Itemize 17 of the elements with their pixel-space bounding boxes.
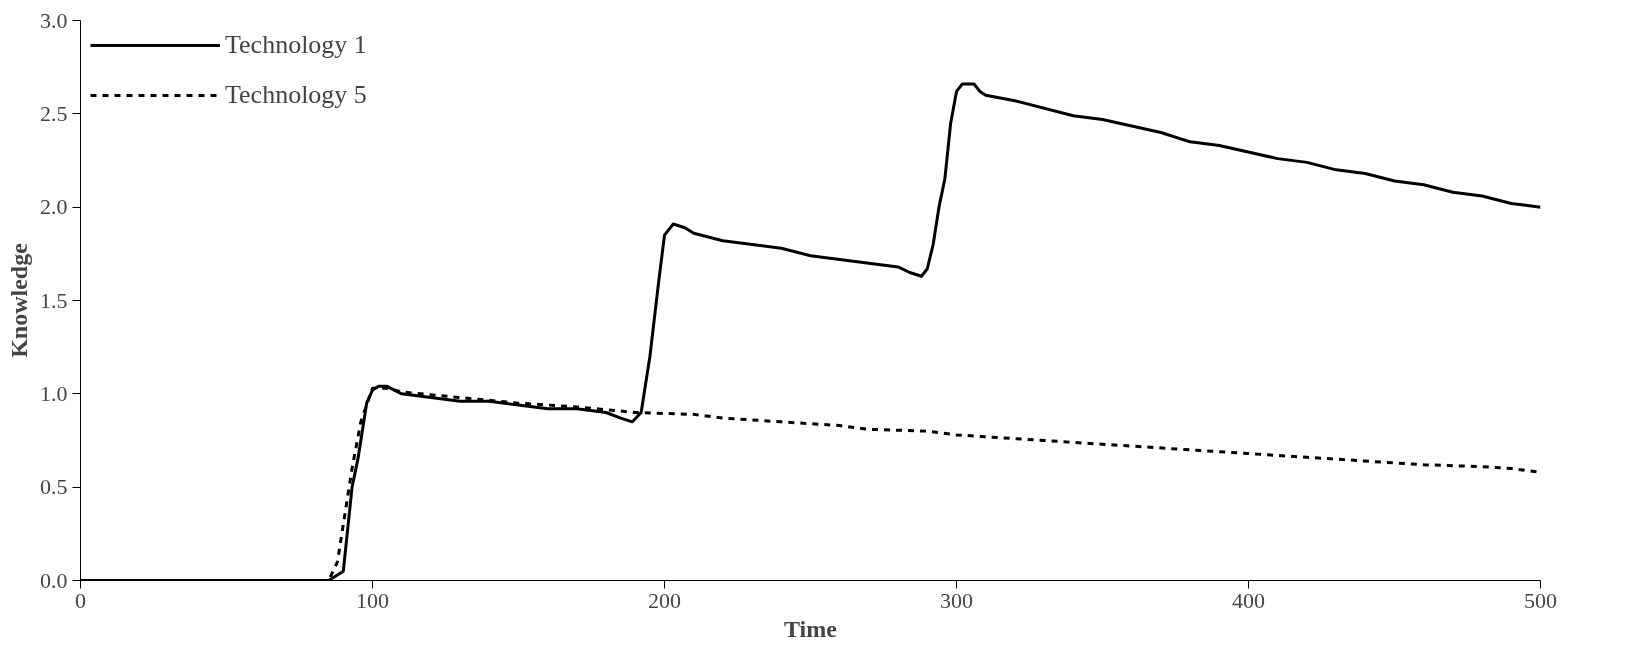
y-tick-label: 0.5 <box>40 474 68 500</box>
y-tick-label: 2.5 <box>40 100 68 126</box>
x-tick-label: 500 <box>1524 587 1557 613</box>
x-tick-label: 200 <box>648 587 681 613</box>
y-tick-label: 2.0 <box>40 194 68 220</box>
legend-label: Technology 1 <box>225 30 367 60</box>
y-tick-label: 0.0 <box>40 567 68 593</box>
x-tick-label: 0 <box>75 587 86 613</box>
legend-label: Technology 5 <box>225 80 367 110</box>
y-tick-label: 1.5 <box>40 287 68 313</box>
x-tick-label: 100 <box>356 587 389 613</box>
y-tick-label: 1.0 <box>40 380 68 406</box>
y-tick-label: 3.0 <box>40 7 68 33</box>
x-tick-label: 400 <box>1232 587 1265 613</box>
x-tick-label: 300 <box>940 587 973 613</box>
x-axis-title: Time <box>784 615 838 642</box>
y-axis-title: Knowledge <box>6 242 32 358</box>
